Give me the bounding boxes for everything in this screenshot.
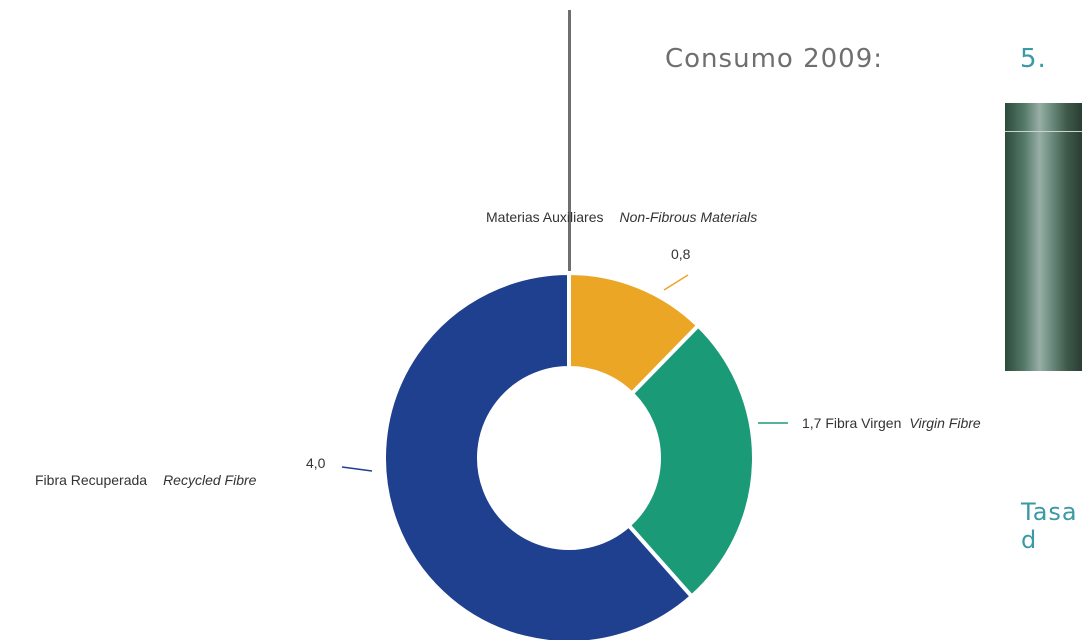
consumo-label: Consumo 2009:: [665, 44, 883, 74]
leader-line-recuperada: [341, 466, 373, 472]
label-recuperada-es: Fibra Recuperada: [35, 472, 148, 488]
label-virgen: 1,7 Fibra Virgen Virgin Fibre: [802, 415, 981, 431]
leader-line-materias: [663, 274, 689, 291]
value-recuperada: 4,0: [306, 455, 326, 471]
label-recuperada-en: Recycled Fibre: [163, 472, 257, 488]
label-materias-en: Non-Fibrous Materials: [619, 209, 758, 225]
label-recuperada: Fibra Recuperada Recycled Fibre: [35, 472, 256, 488]
value-virgen: 1,7: [802, 415, 822, 431]
forest-photo: [1005, 103, 1082, 371]
label-materias: Materias Auxiliares Non-Fibrous Materials: [486, 209, 757, 225]
label-virgen-en: Virgin Fibre: [909, 415, 981, 431]
label-materias-es: Materias Auxiliares: [486, 209, 604, 225]
value-materias: 0,8: [671, 246, 691, 262]
consumo-value: 5.: [1020, 44, 1047, 74]
photo-highlight-line: [1005, 131, 1082, 132]
label-virgen-es: Fibra Virgen: [825, 415, 902, 431]
slice-fibra-virgen: [625, 322, 756, 600]
tasa-label: Tasa d: [1021, 498, 1078, 554]
slice-fibra-recuperada: [382, 270, 695, 640]
vertical-divider-line: [568, 10, 571, 296]
